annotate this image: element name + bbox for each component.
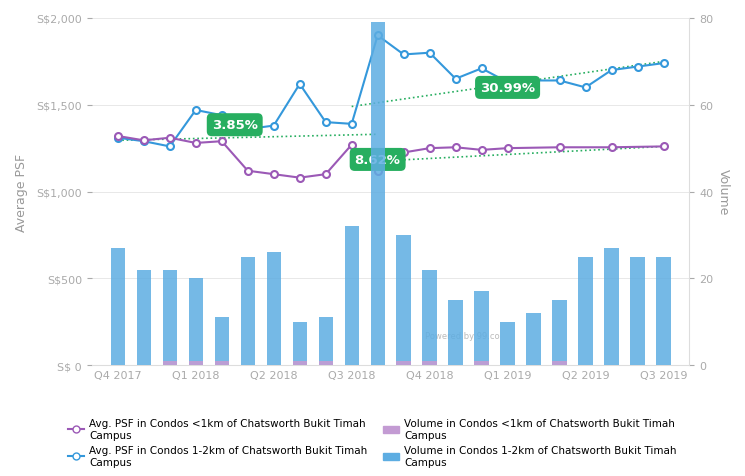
Bar <box>215 317 229 365</box>
Text: Powered by 99.co: Powered by 99.co <box>425 331 500 340</box>
Bar <box>630 257 644 365</box>
Bar <box>319 361 333 365</box>
Bar <box>162 361 177 365</box>
Bar <box>188 279 203 365</box>
Bar <box>215 361 229 365</box>
Bar <box>293 322 307 365</box>
Text: 30.99%: 30.99% <box>480 82 535 95</box>
Bar <box>344 227 359 365</box>
Text: 3.85%: 3.85% <box>212 119 258 132</box>
Bar <box>448 300 463 365</box>
Bar <box>422 270 437 365</box>
Bar <box>527 313 541 365</box>
Bar <box>162 270 177 365</box>
Bar <box>552 361 567 365</box>
Bar <box>396 236 410 365</box>
Bar <box>111 248 125 365</box>
Bar <box>293 361 307 365</box>
Bar <box>422 361 437 365</box>
Bar <box>475 292 489 365</box>
Bar <box>578 257 593 365</box>
Bar <box>604 248 618 365</box>
Bar <box>656 257 670 365</box>
Bar <box>396 361 410 365</box>
Bar <box>319 317 333 365</box>
Y-axis label: Volume: Volume <box>717 169 730 215</box>
Legend: Avg. PSF in Condos <1km of Chatsworth Bukit Timah
Campus, Avg. PSF in Condos 1-2: Avg. PSF in Condos <1km of Chatsworth Bu… <box>64 414 681 471</box>
Bar <box>370 23 385 365</box>
Bar <box>241 257 255 365</box>
Bar <box>136 270 151 365</box>
Text: 8.62%: 8.62% <box>355 154 401 167</box>
Bar <box>267 253 281 365</box>
Y-axis label: Average PSF: Average PSF <box>15 153 28 231</box>
Bar <box>501 322 515 365</box>
Bar <box>552 300 567 365</box>
Bar <box>188 361 203 365</box>
Bar <box>475 361 489 365</box>
